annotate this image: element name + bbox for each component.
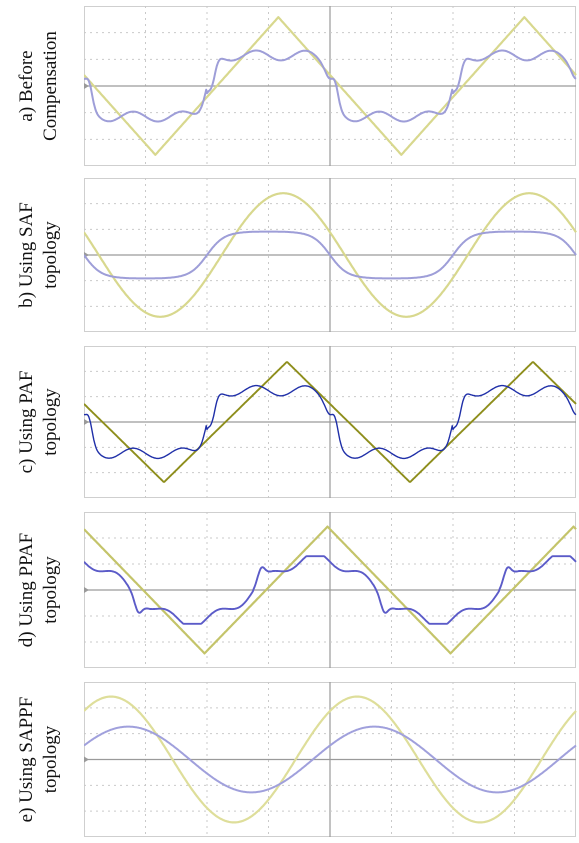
panel-before-compensation: a) Before Compensation	[0, 2, 579, 170]
panel-ppaf: d) Using PPAF topology	[0, 508, 579, 672]
ground-marker	[84, 587, 89, 593]
panel-label-line: topology	[40, 725, 61, 793]
panel-sappf: e) Using SAPPF topology	[0, 678, 579, 841]
panel-label-line: a) Before	[16, 50, 37, 121]
trace-svg	[84, 512, 577, 668]
series-line-voltage	[84, 361, 577, 483]
oscilloscope-trace	[84, 508, 578, 672]
panel-label-svg: d) Using PPAF topology	[16, 533, 61, 647]
panel-label-line: Compensation	[40, 31, 61, 141]
panel-label-line: topology	[40, 388, 61, 456]
grid	[84, 682, 576, 837]
panel-label: c) Using PAF topology	[0, 342, 80, 502]
grid	[84, 178, 576, 332]
panel-label: b) Using SAF topology	[0, 174, 80, 336]
panel-label-line: b) Using SAF	[16, 202, 37, 308]
series-line-current	[84, 384, 577, 460]
panel-label-svg: b) Using SAF topology	[16, 202, 61, 308]
series-line-current	[84, 725, 577, 794]
grid	[84, 6, 576, 166]
panel-label-svg: a) Before Compensation	[16, 31, 61, 141]
series-line-current	[84, 555, 577, 625]
oscilloscope-trace	[84, 678, 578, 841]
series-line-voltage	[84, 16, 577, 156]
panel-label: a) Before Compensation	[0, 2, 80, 170]
oscilloscope-trace	[84, 174, 578, 336]
series-line-voltage	[84, 192, 577, 318]
panel-paf: c) Using PAF topology	[0, 342, 579, 502]
trace-svg	[84, 178, 577, 332]
oscilloscope-trace	[84, 2, 578, 170]
series-line-current	[84, 230, 577, 280]
panel-label-line: topology	[40, 221, 61, 289]
panel-label-line: d) Using PPAF	[16, 533, 37, 647]
series-line-voltage	[84, 695, 577, 824]
trace-svg	[84, 6, 577, 166]
ground-marker	[84, 756, 89, 763]
ground-marker	[84, 83, 89, 89]
trace-svg	[84, 682, 577, 837]
panel-label-svg: c) Using PAF topology	[16, 371, 61, 474]
panel-saf: b) Using SAF topology	[0, 174, 579, 336]
panel-label-svg: e) Using SAPPF topology	[16, 697, 61, 823]
ground-marker	[84, 419, 89, 425]
panel-label-line: topology	[40, 556, 61, 624]
series-line-voltage	[84, 525, 577, 655]
trace-svg	[84, 346, 577, 498]
oscilloscope-trace	[84, 342, 578, 502]
grid	[84, 512, 576, 668]
panel-label: e) Using SAPPF topology	[0, 678, 80, 841]
panel-label-line: e) Using SAPPF	[16, 697, 37, 823]
series-line-current	[84, 49, 577, 123]
panel-label: d) Using PPAF topology	[0, 508, 80, 672]
panel-label-line: c) Using PAF	[16, 371, 37, 474]
grid	[84, 346, 576, 498]
